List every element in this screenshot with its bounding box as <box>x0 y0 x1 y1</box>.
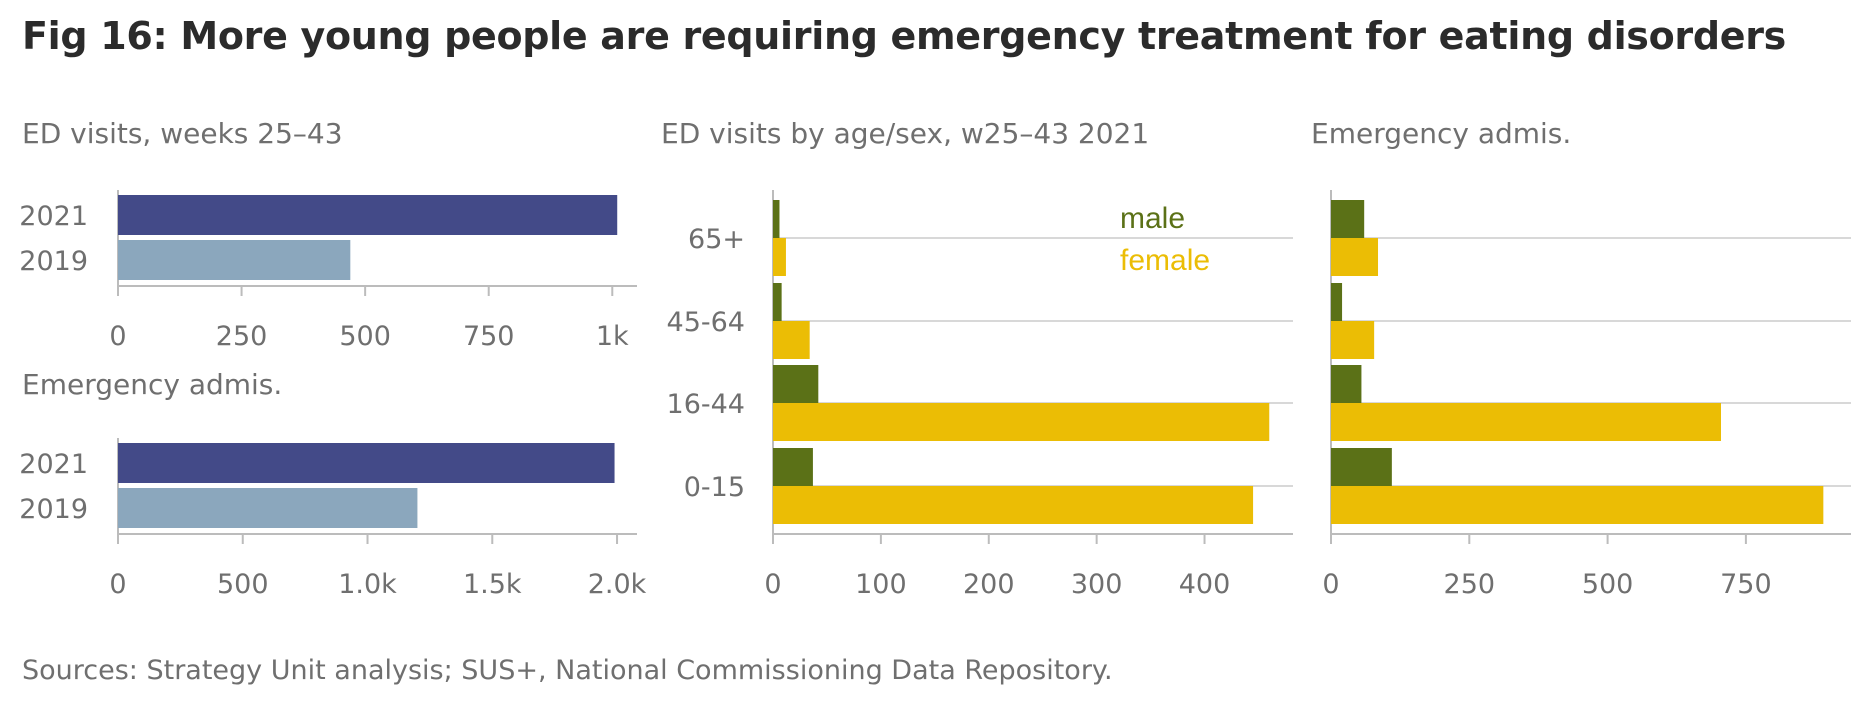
x-tick-label: 300 <box>1071 569 1123 600</box>
bar-male-16-44 <box>1331 365 1362 403</box>
category-label-65: 65+ <box>688 224 745 255</box>
x-tick-label: 0 <box>764 569 781 600</box>
x-tick-label: 100 <box>855 569 907 600</box>
x-tick-label: 500 <box>339 321 391 352</box>
bar-male-16-44 <box>773 365 819 403</box>
bar-female-0-15 <box>773 486 1254 524</box>
x-tick-label: 1k <box>596 321 629 352</box>
bar-female-65 <box>773 238 786 276</box>
x-tick-label: 400 <box>1179 569 1231 600</box>
bar-2021 <box>118 195 618 235</box>
bar-female-45-64 <box>1331 321 1375 359</box>
x-tick-label: 0 <box>109 569 126 600</box>
x-tick-label: 500 <box>1582 569 1634 600</box>
x-tick-label: 1.5k <box>463 569 522 600</box>
panel-title-emergency-admissions-age-sex: Emergency admis. <box>1311 117 1571 150</box>
chart-ed-visits-years: 0 250 500 750 1k 2021 2019 <box>19 190 637 352</box>
x-tick-label: 200 <box>963 569 1015 600</box>
x-tick-label: 250 <box>216 321 268 352</box>
bar-female-16-44 <box>773 403 1270 441</box>
chart-emergency-admissions-years: 0 500 1.0k 1.5k 2.0k 2021 2019 <box>19 438 647 600</box>
bar-male-0-15 <box>773 448 813 486</box>
chart-ed-visits-age-sex: 0 100 200 300 400 65+ 45-64 16-44 0-15 male female <box>667 190 1293 600</box>
x-tick-label: 750 <box>463 321 515 352</box>
bar-male-45-64 <box>773 283 782 321</box>
bar-female-0-15 <box>1331 486 1824 524</box>
x-tick-label: 750 <box>1720 569 1772 600</box>
category-label-45-64: 45-64 <box>667 307 745 338</box>
category-label-0-15: 0-15 <box>684 472 745 503</box>
bar-female-65 <box>1331 238 1379 276</box>
category-label-16-44: 16-44 <box>667 389 745 420</box>
bar-male-65 <box>1331 200 1365 238</box>
category-label-2021: 2021 <box>19 449 88 480</box>
bar-male-65 <box>773 200 780 238</box>
panel-title-ed-visits-age-sex: ED visits by age/sex, w25–43 2021 <box>661 117 1149 150</box>
category-label-2019: 2019 <box>19 494 88 525</box>
x-tick-label: 1.0k <box>338 569 397 600</box>
bar-2019 <box>118 240 351 280</box>
bar-male-0-15 <box>1331 448 1392 486</box>
chart-emergency-admissions-age-sex: 0 250 500 750 <box>1322 190 1851 600</box>
bar-2021 <box>118 443 615 483</box>
x-tick-label: 0 <box>109 321 126 352</box>
panel-title-ed-visits: ED visits, weeks 25–43 <box>22 117 343 150</box>
x-tick-label: 250 <box>1444 569 1496 600</box>
source-note: Sources: Strategy Unit analysis; SUS+, N… <box>22 655 1113 686</box>
legend-female: female <box>1120 244 1210 277</box>
category-label-2021: 2021 <box>19 201 88 232</box>
bar-male-45-64 <box>1331 283 1343 321</box>
x-tick-label: 500 <box>217 569 269 600</box>
bar-female-16-44 <box>1331 403 1721 441</box>
legend-male: male <box>1120 202 1185 235</box>
bar-2019 <box>118 488 418 528</box>
panel-title-emergency-admissions: Emergency admis. <box>22 368 282 401</box>
bar-female-45-64 <box>773 321 810 359</box>
x-tick-label: 2.0k <box>588 569 647 600</box>
figure-title: Fig 16: More young people are requiring … <box>22 14 1786 58</box>
x-tick-label: 0 <box>1322 569 1339 600</box>
category-label-2019: 2019 <box>19 246 88 277</box>
